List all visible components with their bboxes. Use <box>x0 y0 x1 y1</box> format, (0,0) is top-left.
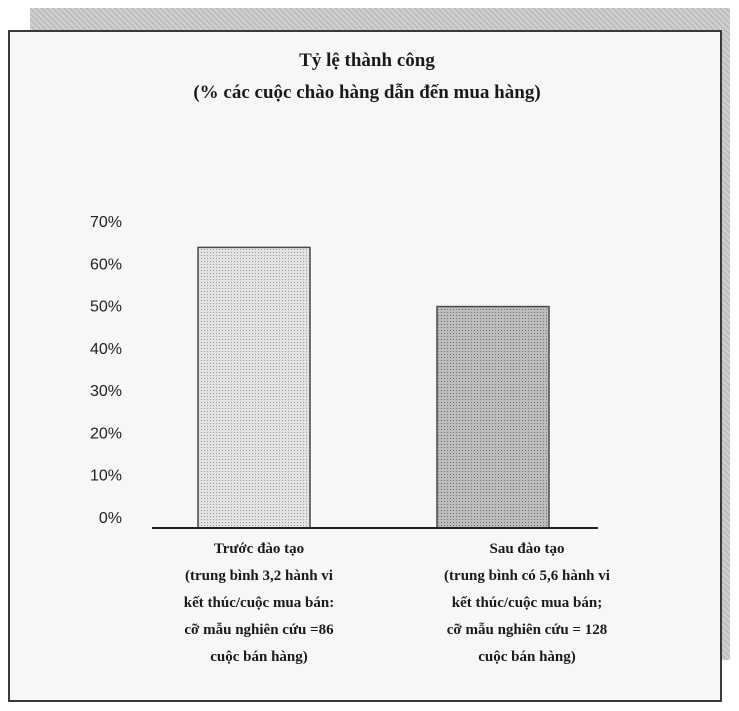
category-label-line: Trước đào tạo <box>214 541 304 557</box>
category-label-line: cỡ mẫu nghiên cứu = 128 <box>447 622 607 638</box>
bar-1 <box>197 246 311 529</box>
category-label-line: cuộc bán hàng) <box>210 649 308 665</box>
y-tick-label: 30% <box>90 383 122 400</box>
category-label-line: cỡ mẫu nghiên cứu =86 <box>184 622 334 638</box>
bar-2 <box>436 305 550 529</box>
y-tick-label: 10% <box>90 468 122 485</box>
category-label-line: kết thúc/cuộc mua bán: <box>184 595 334 611</box>
chart-panel: Tỷ lệ thành công (% các cuộc chào hàng d… <box>8 30 722 702</box>
category-label-line: kết thúc/cuộc mua bán; <box>452 595 602 611</box>
category-label-line: Sau đào tạo <box>489 541 564 557</box>
y-tick-label: 20% <box>90 425 122 442</box>
chart-title: Tỷ lệ thành công <box>299 50 435 71</box>
y-tick-label: 40% <box>90 341 122 358</box>
y-tick-label: 70% <box>90 214 122 231</box>
chart-subtitle: (% các cuộc chào hàng dẫn đến mua hàng) <box>193 82 541 103</box>
y-tick-label: 0% <box>99 510 122 527</box>
category-label-line: (trung bình có 5,6 hành vi <box>444 568 610 584</box>
y-tick-label: 50% <box>90 299 122 316</box>
y-tick-label: 60% <box>90 256 122 273</box>
category-label-line: (trung bình 3,2 hành vi <box>185 568 333 584</box>
category-label-line: cuộc bán hàng) <box>478 649 576 665</box>
